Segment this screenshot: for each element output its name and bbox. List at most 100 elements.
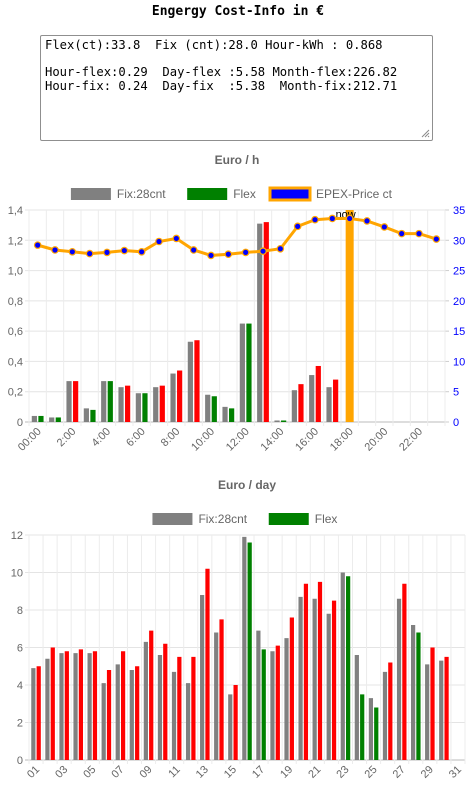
legend-swatch-epex-price-ct [268,186,312,202]
chart-title: Euro / h [215,153,260,167]
price-point [328,214,337,223]
x-tick-label: 05 [81,764,98,781]
fix-bar [115,664,120,760]
fix-bar [439,660,444,760]
x-tick-label: 18:00 [328,426,356,454]
price-point [259,247,267,255]
flex-bar [50,647,55,760]
flex-bar [298,384,304,422]
info-textarea[interactable]: Flex(ct):33.8 Fix (cnt):28.0 Hour-kWh : … [40,35,433,141]
x-tick-label: 09 [138,764,155,781]
flex-bar [402,583,407,760]
legend-label-flex: Flex [233,187,256,201]
fix-bar [312,598,317,760]
fix-bar [410,625,416,760]
fix-bar [200,595,205,760]
x-tick-label: 11 [166,764,183,781]
legend-swatch-flex [268,513,309,525]
flex-bar [333,379,339,422]
fix-bar [73,653,78,760]
flex-bar [120,651,126,760]
flex-bar [261,649,266,760]
x-tick-label: 20:00 [363,426,391,454]
y2-tick-label: 20 [453,296,465,308]
legend-swatch-flex [187,188,228,200]
x-tick-label: 17 [250,764,267,781]
resize-grip-icon[interactable] [421,129,430,138]
flex-bar [191,656,196,760]
x-tick-label: 10:00 [189,426,217,454]
flex-bar [92,651,98,760]
flex-bar [64,651,69,760]
fix-bar [368,698,374,760]
fix-bar [274,420,280,422]
flex-bar [263,222,269,422]
flex-bar [317,581,323,760]
flex-bar [177,656,182,760]
price-point [172,234,181,243]
flex-bar [106,670,112,760]
now-marker-bar [345,210,354,422]
x-tick-label: 29 [419,764,436,781]
price-point [68,247,77,256]
flex-bar [163,643,168,760]
y2-tick-label: 25 [453,266,465,278]
y2-tick-label: 0 [453,417,459,429]
flex-bar [211,396,217,422]
fix-bar [326,387,332,422]
x-tick-label: 01 [25,764,42,781]
flex-bar [78,649,84,760]
x-tick-label: 03 [53,764,70,781]
legend-label-epex-price-ct: EPEX-Price ct [316,187,393,201]
y-tick-label: 0,8 [8,296,23,308]
info-line-3: Hour-flex:0.29 Day-flex :5.58 Month-flex… [45,65,398,79]
x-tick-label: 27 [391,764,408,781]
y-tick-label: 2 [17,718,23,730]
flex-bar [149,630,154,760]
fix-bar [187,341,193,422]
flex-bar [331,600,337,760]
price-point [85,249,94,258]
flex-bar [346,576,351,760]
fix-bar [171,671,177,760]
flex-bar [38,415,44,422]
legend-swatch-fix-28cnt [70,188,111,200]
price-point [345,214,354,223]
fix-bar [291,390,297,422]
daily-cost-chart: Euro / day Fix:28cnt Flex 0 2 4 6 8 10 12 01 03 05 07… [11,478,466,781]
price-point [137,247,146,256]
x-tick-label: 00:00 [16,426,44,454]
chart-title: Euro / day [218,478,276,492]
y-tick-label: 8 [17,605,23,617]
y-tick-label: 1,2 [8,235,23,247]
fix-bar [157,655,163,760]
x-tick-label: 8:00 [159,426,183,450]
y2-tick-label: 30 [453,235,465,247]
flex-bar [233,685,238,760]
fix-bar [83,408,89,422]
x-tick-label: 13 [194,764,211,781]
flex-bar [135,666,140,760]
fix-bar [257,223,263,422]
fix-bar [153,387,159,422]
y2-tick-label: 15 [453,326,465,338]
info-line-1: Flex(ct):33.8 Fix (cnt):28.0 Hour-kWh : … [45,38,383,52]
hourly-cost-chart: Euro / h Fix:28cnt Flex EPEX-Price ct 0 0,2 0,… [8,153,466,454]
price-point [293,222,302,231]
price-point [311,215,319,224]
flex-bar [246,323,252,422]
legend-label-fix-28cnt: Fix:28cnt [198,512,247,526]
flex-bar [315,365,321,422]
y-tick-label: 4 [17,680,23,692]
flex-bar [36,666,41,760]
flex-bar [219,619,224,760]
y-tick-label: 10 [11,568,23,580]
price-point [363,217,371,225]
fix-bar [340,572,345,760]
x-tick-label: 14:00 [259,426,287,454]
flex-bar [229,408,235,422]
price-point [415,229,423,238]
fix-bar [135,393,141,422]
flex-bar [159,385,165,422]
fix-bar [270,651,275,760]
